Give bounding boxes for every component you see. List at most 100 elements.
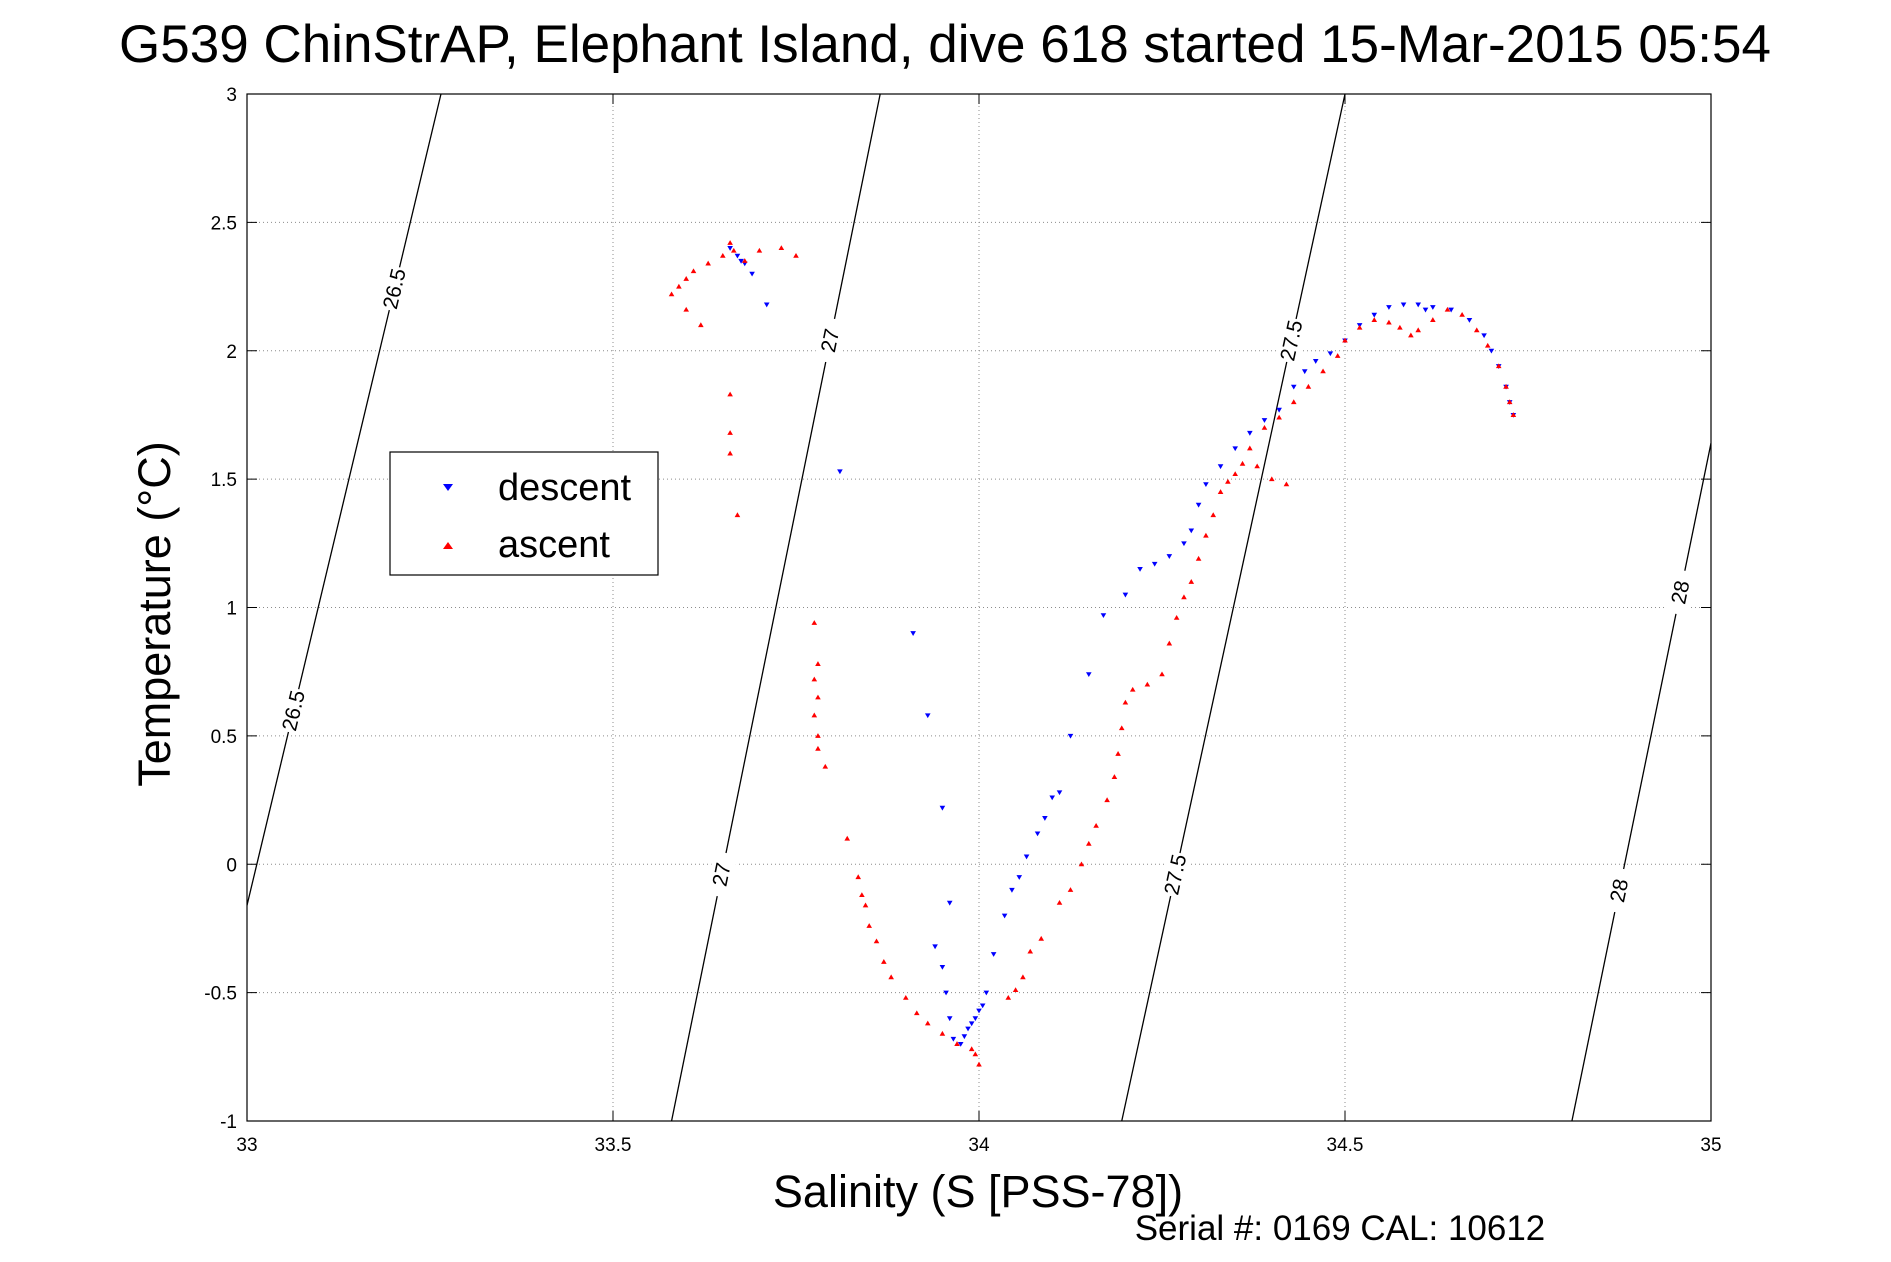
- contour-label-bg: [1603, 866, 1636, 915]
- data-point-descent: [734, 253, 741, 259]
- data-point-ascent: [741, 258, 748, 263]
- data-point-descent: [1232, 446, 1238, 452]
- contour-label-bg: [377, 264, 412, 313]
- data-point-descent: [932, 944, 938, 950]
- data-point-descent: [1151, 561, 1158, 567]
- data-point-ascent: [1181, 594, 1187, 600]
- data-point-descent: [727, 246, 733, 251]
- data-point-ascent: [1415, 327, 1421, 333]
- data-point-descent: [1371, 312, 1378, 318]
- data-point-ascent: [1217, 489, 1224, 494]
- data-point-descent: [943, 990, 949, 996]
- data-point-descent: [924, 713, 931, 719]
- y-tick-label: 0: [226, 855, 237, 876]
- data-point-descent: [1034, 831, 1041, 837]
- y-tick-label: 2.5: [211, 213, 237, 234]
- data-point-ascent: [1371, 317, 1378, 322]
- data-point-ascent: [1510, 412, 1517, 417]
- data-point-descent: [1049, 795, 1055, 801]
- contour-label: 27: [709, 861, 736, 888]
- data-point-ascent: [1459, 312, 1465, 317]
- density-contour-26.5: [247, 94, 442, 906]
- legend-label-descent: descent: [498, 467, 632, 509]
- data-point-ascent: [1247, 445, 1253, 451]
- serial-footer: Serial #: 0169 CAL: 10612: [1135, 1209, 1546, 1248]
- data-point-descent: [1386, 305, 1392, 310]
- data-point-ascent: [1144, 681, 1151, 687]
- data-point-ascent: [862, 902, 869, 908]
- x-tick-label: 34: [968, 1135, 990, 1156]
- data-point-ascent: [913, 1010, 920, 1016]
- data-point-ascent: [1356, 324, 1363, 330]
- contour-label: 27: [817, 327, 844, 354]
- data-point-descent: [1016, 875, 1023, 880]
- data-point-ascent: [976, 1061, 982, 1067]
- data-point-descent: [1415, 302, 1421, 308]
- data-point-ascent: [1484, 342, 1491, 348]
- data-point-ascent: [727, 391, 733, 397]
- data-point-descent: [1195, 502, 1202, 508]
- data-point-ascent: [815, 661, 821, 666]
- data-point-ascent: [1276, 414, 1282, 420]
- data-point-descent: [1430, 305, 1436, 310]
- data-point-descent: [1466, 317, 1473, 323]
- data-point-ascent: [1111, 774, 1118, 779]
- data-point-ascent: [972, 1051, 979, 1057]
- data-point-ascent: [903, 994, 909, 1000]
- data-point-ascent: [1203, 532, 1209, 538]
- data-point-descent: [946, 900, 953, 906]
- data-point-descent: [965, 1026, 971, 1032]
- data-point-ascent: [1290, 399, 1297, 405]
- data-point-ascent: [1239, 460, 1246, 466]
- data-point-descent: [976, 1008, 982, 1014]
- data-point-descent: [957, 1041, 964, 1047]
- data-point-descent: [950, 1036, 957, 1042]
- data-point-descent: [1312, 359, 1319, 364]
- data-point-ascent: [1056, 899, 1063, 905]
- data-point-ascent: [676, 283, 682, 289]
- data-point-ascent: [1386, 319, 1392, 325]
- data-point-descent: [1137, 566, 1143, 572]
- legend-marker-ascent: [443, 542, 453, 549]
- data-point-ascent: [881, 959, 887, 964]
- data-point-ascent: [924, 1020, 931, 1026]
- data-point-descent: [1086, 672, 1092, 678]
- data-point-descent: [1023, 854, 1030, 860]
- data-point-ascent: [1269, 476, 1275, 482]
- data-point-ascent: [698, 322, 704, 328]
- data-point-ascent: [1173, 614, 1180, 620]
- data-point-descent: [1181, 541, 1187, 547]
- legend-marker-descent: [443, 484, 453, 491]
- data-point-ascent: [1210, 512, 1217, 518]
- data-point-descent: [946, 1016, 953, 1022]
- data-point-ascent: [939, 1030, 946, 1036]
- data-point-descent: [1247, 430, 1253, 436]
- data-point-ascent: [968, 1046, 975, 1052]
- data-point-ascent: [1188, 579, 1195, 584]
- data-point-descent: [1001, 913, 1008, 919]
- contour-label-bg: [1664, 568, 1697, 617]
- data-point-descent: [939, 964, 946, 970]
- data-point-descent: [763, 302, 770, 308]
- data-point-ascent: [1254, 463, 1260, 469]
- data-point-ascent: [822, 763, 829, 769]
- data-point-ascent: [811, 676, 818, 682]
- data-point-ascent: [1086, 840, 1092, 846]
- data-point-ascent: [844, 835, 851, 841]
- data-point-descent: [990, 952, 997, 957]
- data-point-descent: [1261, 418, 1268, 423]
- data-point-descent: [1166, 554, 1173, 559]
- data-point-ascent: [873, 938, 880, 944]
- data-point-ascent: [1159, 671, 1165, 677]
- y-tick-label: 1.5: [211, 470, 237, 491]
- data-point-descent: [1067, 733, 1074, 739]
- x-tick-label: 33.5: [595, 1135, 632, 1156]
- data-point-ascent: [730, 247, 737, 253]
- data-point-ascent: [683, 306, 689, 312]
- data-point-ascent: [690, 268, 697, 274]
- data-point-ascent: [1430, 317, 1436, 322]
- data-point-ascent: [1012, 987, 1019, 993]
- data-point-descent: [968, 1021, 975, 1027]
- data-point-ascent: [1225, 478, 1231, 484]
